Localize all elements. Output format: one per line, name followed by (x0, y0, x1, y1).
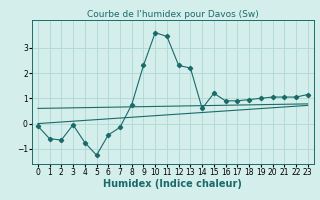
Title: Courbe de l'humidex pour Davos (Sw): Courbe de l'humidex pour Davos (Sw) (87, 10, 259, 19)
X-axis label: Humidex (Indice chaleur): Humidex (Indice chaleur) (103, 179, 242, 189)
